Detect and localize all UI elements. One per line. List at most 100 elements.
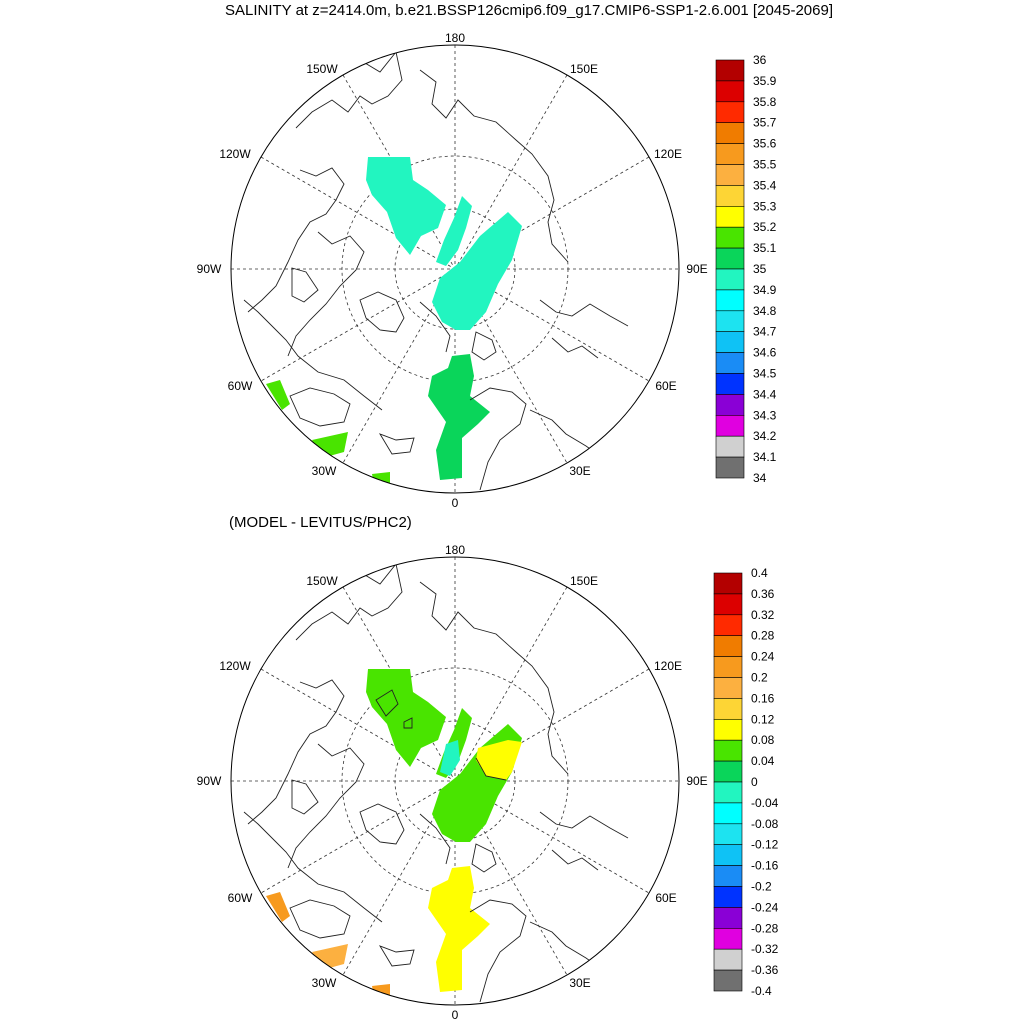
colorbar-tick-label: 35.9 [753, 74, 777, 88]
colorbar-tick-label: 0.36 [751, 587, 775, 601]
longitude-labels: 180 150W 150E 120W 120E 90W 90E 60W 60E … [197, 31, 708, 510]
lon-label-30w: 30W [312, 976, 337, 990]
colorbar-tick-label: 34 [753, 471, 767, 485]
colorbar-tick-label: 35.3 [753, 199, 777, 213]
lon-label-120w: 120W [219, 659, 251, 673]
colorbar-swatch [715, 226, 745, 249]
colorbar-tick-label: 34.1 [753, 450, 777, 464]
colorbar-swatch [715, 185, 745, 207]
difference-fram-strait [428, 866, 490, 992]
colorbar-swatch [713, 718, 743, 741]
salinity-pacific-blob [366, 157, 446, 255]
colorbar-tick-label: -0.32 [751, 942, 779, 956]
lon-label-60w: 60W [228, 379, 253, 393]
figure-title: SALINITY at z=2414.0m, b.e21.BSSP126cmip… [224, 2, 834, 19]
longitude-labels: 180 150W 150E 120W 120E 90W 90E 60W 60E … [197, 543, 708, 1022]
colorbar-swatch [713, 698, 743, 720]
colorbar-swatch [715, 394, 745, 416]
map-boundary [230, 556, 680, 1006]
colorbar-swatch [713, 865, 743, 887]
colorbar-tick-label: 0.4 [751, 566, 768, 580]
colorbar-swatch [715, 331, 745, 353]
colorbar-swatch [713, 760, 743, 783]
colorbar-swatch [715, 80, 745, 103]
colorbar-swatch [713, 823, 743, 845]
colorbar-swatch [715, 352, 745, 374]
lon-label-30w: 30W [312, 464, 337, 478]
colorbar-swatch [713, 948, 743, 971]
salinity-fram-strait [428, 354, 490, 480]
colorbar-tick-label: -0.04 [751, 796, 779, 810]
lon-label-60w: 60W [228, 891, 253, 905]
lon-label-150w: 150W [306, 62, 338, 76]
colorbar-swatch [713, 802, 743, 825]
lon-label-180: 180 [445, 543, 465, 557]
colorbar-tick-label: -0.12 [751, 838, 779, 852]
colorbar-swatch [713, 927, 743, 950]
colorbar-tick-label: 36 [753, 53, 767, 67]
lon-label-90e: 90E [686, 262, 707, 276]
lon-label-120e: 120E [654, 147, 682, 161]
salinity-eurasian-blob [432, 212, 522, 330]
colorbar-tick-label: -0.36 [751, 963, 779, 977]
colorbar-tick-label: 34.5 [753, 367, 777, 381]
colorbar-tick-label: 0.2 [751, 671, 768, 685]
colorbar-swatch [713, 886, 743, 908]
colorbar-swatch [715, 122, 745, 144]
colorbar-tick-label: 0.32 [751, 608, 775, 622]
colorbar-tick-label: 34.8 [753, 304, 777, 318]
colorbar-tick-label: 35.2 [753, 220, 777, 234]
coastlines [243, 50, 629, 491]
colorbar-tick-label: -0.28 [751, 921, 779, 935]
lon-label-150w: 150W [306, 574, 338, 588]
colorbar-tick-label: 35 [753, 262, 767, 276]
colorbar-tick-label: 0.16 [751, 691, 775, 705]
colorbar-tick-label: -0.4 [751, 984, 772, 998]
salinity-map: 180 150W 150E 120W 120E 90W 90E 60W 60E … [197, 31, 777, 510]
colorbar-swatch [715, 101, 745, 124]
map-boundary [230, 44, 680, 494]
colorbar-tick-label: 35.1 [753, 241, 777, 255]
coastlines [243, 562, 629, 1003]
colorbar-swatch [713, 844, 743, 866]
difference-colorbar: 0.4 0.36 0.32 0.28 0.24 0.2 0.16 0.12 0.08 0.04 0 -… [713, 566, 779, 998]
difference-panel-title: (MODEL - LEVITUS/PHC2) [229, 514, 412, 531]
lon-label-150e: 150E [570, 62, 598, 76]
colorbar-swatch [715, 373, 745, 395]
contour-lines [375, 689, 507, 781]
colorbar-swatch [715, 289, 745, 312]
colorbar-tick-label: 34.4 [753, 387, 777, 401]
lon-label-0: 0 [452, 496, 459, 510]
colorbar-tick-label: 35.8 [753, 95, 777, 109]
difference-patch-60w [266, 892, 290, 922]
difference-eurasian-yellow [476, 740, 522, 780]
colorbar-swatch [713, 572, 743, 595]
colorbar-swatch [715, 143, 745, 165]
colorbar-swatch [715, 268, 745, 291]
colorbar-swatch [715, 310, 745, 332]
colorbar-tick-label: -0.2 [751, 880, 772, 894]
lon-label-30e: 30E [569, 976, 590, 990]
colorbar-swatch [713, 781, 743, 804]
colorbar-swatch [713, 593, 743, 616]
colorbar-tick-label: 0.08 [751, 733, 775, 747]
difference-patch-30w [312, 944, 348, 970]
colorbar-swatch [715, 206, 745, 228]
colorbar-tick-label: 0.12 [751, 712, 775, 726]
lon-label-120w: 120W [219, 147, 251, 161]
colorbar-swatch [715, 164, 745, 186]
colorbar-tick-label: 35.6 [753, 137, 777, 151]
difference-central-patch [440, 740, 460, 776]
colorbar-tick-label: 35.7 [753, 116, 777, 130]
colorbar-swatch [713, 969, 743, 992]
colorbar-tick-label: 0 [751, 775, 758, 789]
salinity-patch-60w [266, 380, 290, 410]
lon-label-0: 0 [452, 1008, 459, 1022]
lon-label-60e: 60E [655, 891, 676, 905]
lon-label-90e: 90E [686, 774, 707, 788]
salinity-patch-30w [312, 432, 348, 458]
lon-label-30e: 30E [569, 464, 590, 478]
colorbar-tick-label: 0.28 [751, 629, 775, 643]
colorbar-swatch [715, 435, 745, 458]
